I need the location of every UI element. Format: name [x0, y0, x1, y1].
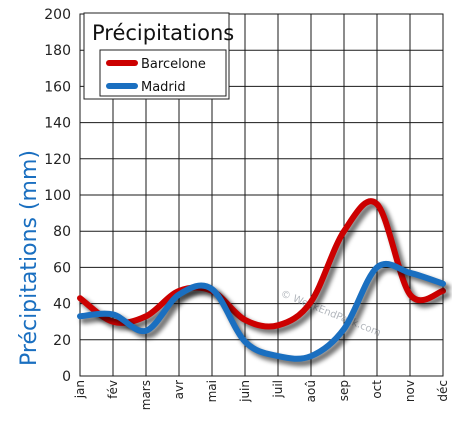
x-tick-label: avr — [172, 380, 186, 399]
x-tick-label: sep — [337, 380, 351, 401]
y-axis-tick-labels: 0 20 40 60 80 100 120 140 160 180 200 — [44, 7, 71, 385]
legend: Barcelone Madrid — [106, 57, 206, 95]
y-tick-label: 20 — [53, 333, 71, 349]
x-axis-tick-labels: jan fév mars avr mai juin juil aoû sep oct nov déc — [73, 380, 450, 411]
plot-border — [79, 13, 444, 377]
legend-item: Madrid — [106, 80, 186, 95]
y-tick-label: 60 — [53, 260, 71, 276]
x-tick-label: aoû — [304, 380, 318, 402]
series-line — [77, 198, 446, 330]
x-tick-label: mars — [139, 380, 153, 410]
y-tick-label: 80 — [53, 224, 71, 240]
series-barcelone — [77, 198, 451, 335]
y-axis-label: Précipitations (mm) — [17, 150, 42, 366]
series-line-shadow — [80, 264, 451, 367]
y-tick-label: 200 — [44, 7, 71, 23]
legend-label: Madrid — [141, 80, 186, 95]
x-tick-label: jan — [73, 380, 87, 399]
series-madrid — [77, 260, 451, 367]
y-tick-label: 140 — [44, 116, 71, 132]
legend-label: Barcelone — [141, 57, 206, 72]
chart-title: Précipitations — [92, 21, 234, 45]
x-tick-label: fév — [106, 380, 120, 399]
y-tick-label: 0 — [62, 369, 71, 385]
legend-item: Barcelone — [106, 57, 206, 72]
series-line — [77, 260, 446, 362]
x-tick-label: déc — [436, 380, 450, 402]
series-lines — [77, 198, 451, 367]
x-tick-label: juil — [271, 380, 285, 399]
x-tick-label: oct — [370, 380, 384, 399]
chart-title-legend-box: Précipitations Barcelone Madrid — [83, 12, 234, 100]
y-tick-label: 40 — [53, 297, 71, 313]
y-tick-label: 160 — [44, 79, 71, 95]
x-tick-label: nov — [403, 380, 417, 402]
y-tick-label: 100 — [44, 188, 71, 204]
y-tick-label: 180 — [44, 43, 71, 59]
x-tick-label: juin — [238, 380, 252, 403]
x-tick-label: mai — [205, 380, 219, 402]
y-tick-label: 120 — [44, 152, 71, 168]
